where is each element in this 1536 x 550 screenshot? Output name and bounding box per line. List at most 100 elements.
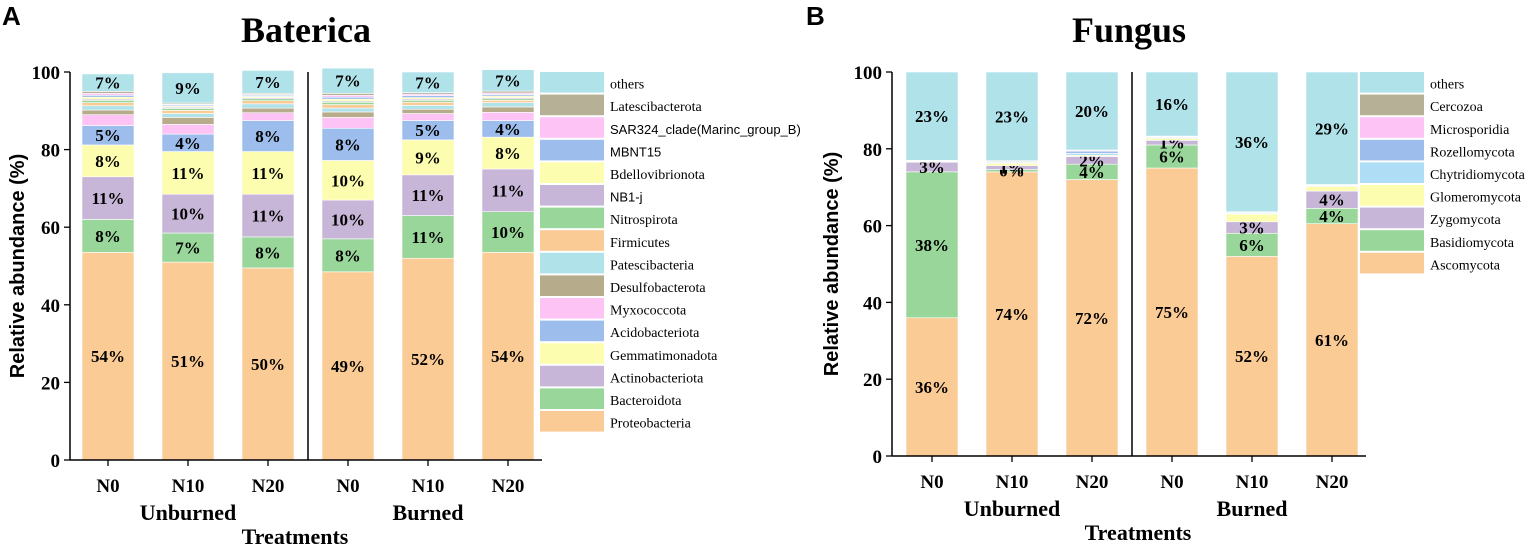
- bar-myxococcota-4: [401, 113, 455, 121]
- panel-a-xtick-label-4: N10: [412, 476, 445, 497]
- bar-firmicutes-0: [81, 102, 135, 107]
- legend-label-actinobacteriota: Actinobacteriota: [610, 371, 704, 386]
- bar-actinobacteriota-1: [161, 193, 215, 234]
- legend-label-sar324-clade-marinc-group-b: SAR324_clade(Marinc_group_B): [610, 122, 801, 137]
- bar-ascomycota-3: [1145, 167, 1199, 457]
- panel-a-xtick-label-1: N10: [172, 476, 205, 497]
- bar-firmicutes-4: [401, 101, 455, 106]
- legend-swatch-others: [1360, 72, 1424, 93]
- bar-bacteroidota-1: [161, 232, 215, 263]
- data-label-actinobacteriota-0: 11%: [91, 189, 124, 208]
- bar-actinobacteriota-5: [481, 168, 535, 212]
- bar-rozellomycota-2: [1065, 150, 1119, 154]
- legend-swatch-ascomycota: [1360, 252, 1424, 274]
- legend-label-microsporidia: Microsporidia: [1430, 123, 1510, 138]
- panel-b: B Fungus36%38%3%23%74%0%1%23%72%4%2%20%75…: [806, 1, 1526, 545]
- legend-swatch-zygomycota: [1360, 207, 1424, 229]
- legend-swatch-microsporidia: [1360, 117, 1424, 138]
- data-label-basidiomycota-4: 6%: [1239, 236, 1265, 255]
- bar-firmicutes-1: [161, 110, 215, 114]
- panel-a-xtick-label-0: N0: [96, 476, 119, 497]
- bar-ascomycota-1: [985, 171, 1039, 457]
- legend-swatch-basidiomycota: [1360, 230, 1424, 251]
- data-label-zygomycota-0: 3%: [919, 158, 945, 177]
- bar-patescibacteria-4: [401, 105, 455, 110]
- bar-others-1: [161, 72, 215, 104]
- data-label-basidiomycota-3: 6%: [1159, 147, 1185, 166]
- bar-myxococcota-0: [81, 114, 135, 126]
- legend-swatch-myxococcota: [540, 298, 604, 319]
- bar-firmicutes-5: [481, 100, 535, 103]
- data-label-others-4: 36%: [1235, 133, 1269, 152]
- bar-others-2: [241, 70, 295, 94]
- bar-bacteroidota-3: [321, 238, 375, 273]
- legend-swatch-gemmatimonadota: [540, 343, 604, 364]
- data-label-actinobacteriota-3: 10%: [331, 210, 365, 229]
- data-label-others-2: 7%: [255, 73, 281, 92]
- bar-bacteroidota-0: [81, 219, 135, 253]
- bar-others-3: [1145, 71, 1199, 137]
- bar-basidiomycota-0: [905, 171, 959, 319]
- panel-a-title: Baterica: [241, 10, 371, 50]
- panel-a-xtick-label-2: N20: [252, 476, 285, 497]
- legend-label-chytridiomycota: Chytridiomycota: [1430, 168, 1526, 183]
- panel-a-group-label-1: Burned: [393, 500, 464, 525]
- data-label-bacteroidota-3: 8%: [335, 246, 361, 265]
- legend-swatch-bacteroidota: [540, 388, 604, 409]
- panel-b-xtick-label-0: N0: [920, 472, 943, 493]
- data-label-bacteroidota-0: 8%: [95, 227, 121, 246]
- legend-swatch-nitrospirota: [540, 207, 604, 229]
- bar-ascomycota-4: [1225, 256, 1279, 457]
- bar-others-5: [1305, 71, 1359, 185]
- legend-swatch-firmicutes: [540, 230, 604, 251]
- legend-label-proteobacteria: Proteobacteria: [610, 417, 692, 432]
- legend-label-acidobacteriota: Acidobacteriota: [610, 326, 700, 341]
- data-label-actinobacteriota-2: 11%: [251, 207, 284, 226]
- panel-a: A Baterica 54% 8% 11% 8% 5% 7% 51% 7% 10% 11% 4% 9% 50…: [2, 1, 801, 549]
- legend-swatch-nb1-j: [540, 185, 604, 206]
- legend-swatch-chytridiomycota: [1360, 162, 1424, 183]
- data-label-acidobacteriota-5: 4%: [495, 120, 521, 139]
- bar-firmicutes-3: [321, 104, 375, 109]
- panel-a-group-label-0: Unburned: [140, 500, 237, 525]
- panel-b-group-label-0: Unburned: [964, 496, 1061, 521]
- panel-b-x-title: Treatments: [1085, 520, 1192, 545]
- panel-a-ytick-label-0: 0: [51, 451, 61, 472]
- bar-gemmatimonadota-5: [481, 136, 535, 170]
- data-label-basidiomycota-5: 4%: [1319, 207, 1345, 226]
- bar-nitrospirota-3: [321, 101, 375, 105]
- data-label-proteobacteria-3: 49%: [331, 357, 365, 376]
- panel-b-ytick-label-5: 100: [854, 63, 883, 84]
- bar-ascomycota-0: [905, 317, 959, 457]
- data-label-gemmatimonadota-3: 10%: [331, 171, 365, 190]
- data-label-bacteroidota-4: 11%: [411, 228, 444, 247]
- bar-bacteroidota-5: [481, 211, 535, 253]
- bar-patescibacteria-3: [321, 107, 375, 113]
- data-label-acidobacteriota-0: 5%: [95, 126, 121, 145]
- data-label-actinobacteriota-1: 10%: [171, 205, 205, 224]
- data-label-proteobacteria-2: 50%: [251, 355, 285, 374]
- bar-actinobacteriota-2: [241, 193, 295, 238]
- legend-label-bdellovibrionota: Bdellovibrionota: [610, 168, 706, 183]
- panel-a-letter: A: [2, 1, 21, 31]
- bar-gemmatimonadota-3: [321, 160, 375, 201]
- data-label-others-1: 9%: [175, 79, 201, 98]
- data-label-bacteroidota-1: 7%: [175, 239, 201, 258]
- legend-label-nb1-j: NB1-j: [610, 190, 643, 205]
- legend-label-gemmatimonadota: Gemmatimonadota: [610, 349, 718, 364]
- data-label-gemmatimonadota-5: 8%: [495, 144, 521, 163]
- data-label-ascomycota-4: 52%: [1235, 347, 1269, 366]
- data-label-bacteroidota-5: 10%: [491, 223, 525, 242]
- panel-b-xtick-label-4: N10: [1236, 472, 1269, 493]
- bar-desulfobacterota-4: [401, 108, 455, 114]
- panel-b-title: Fungus: [1072, 10, 1186, 50]
- data-label-ascomycota-3: 75%: [1155, 303, 1189, 322]
- data-label-acidobacteriota-4: 5%: [415, 121, 441, 140]
- panel-a-xtick-label-3: N0: [336, 476, 359, 497]
- data-label-others-0: 23%: [915, 107, 949, 126]
- bar-desulfobacterota-5: [481, 106, 535, 113]
- data-label-basidiomycota-2: 4%: [1079, 163, 1105, 182]
- data-label-others-4: 7%: [415, 73, 441, 92]
- legend-swatch-patescibacteria: [540, 252, 604, 274]
